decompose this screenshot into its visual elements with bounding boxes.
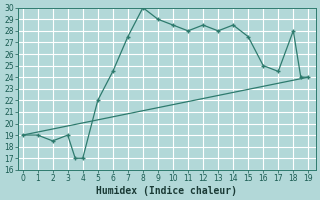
- X-axis label: Humidex (Indice chaleur): Humidex (Indice chaleur): [96, 186, 237, 196]
